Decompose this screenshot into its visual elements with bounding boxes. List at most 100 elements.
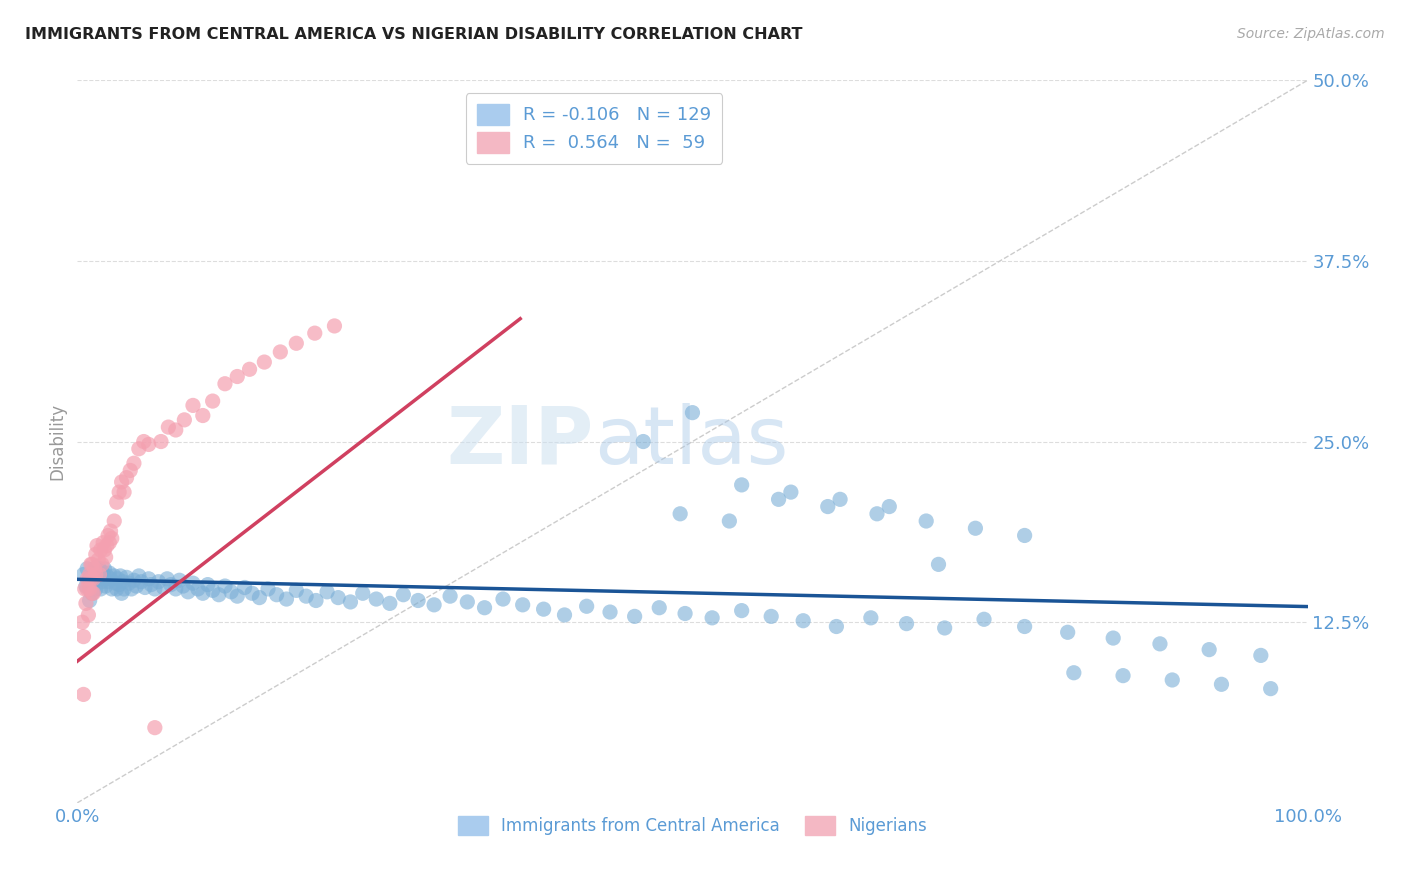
Point — [75, 579, 97, 593]
Point — [82, 558, 104, 572]
Point — [669, 507, 692, 521]
Point — [233, 581, 256, 595]
Point — [191, 409, 214, 423]
Point — [825, 619, 848, 633]
Point — [366, 592, 388, 607]
Point — [326, 591, 350, 605]
Point — [148, 574, 170, 589]
Point — [84, 567, 107, 582]
Point — [201, 394, 224, 409]
Point — [761, 609, 783, 624]
Point — [257, 582, 280, 596]
Point — [107, 572, 129, 586]
Point — [89, 562, 111, 576]
Point — [1161, 673, 1184, 687]
Point — [1112, 668, 1135, 682]
Point — [72, 567, 94, 582]
Point — [177, 584, 200, 599]
Point — [187, 582, 209, 596]
Point — [96, 539, 118, 553]
Point — [304, 326, 326, 340]
Point — [129, 574, 153, 589]
Point — [89, 572, 111, 586]
Point — [72, 630, 94, 644]
Point — [1211, 677, 1233, 691]
Point — [143, 721, 166, 735]
Point — [80, 558, 103, 572]
Point — [73, 582, 96, 596]
Point — [101, 582, 124, 596]
Point — [108, 485, 131, 500]
Point — [1056, 625, 1078, 640]
Point — [214, 376, 236, 391]
Point — [181, 398, 204, 412]
Legend: Immigrants from Central America, Nigerians: Immigrants from Central America, Nigeria… — [451, 809, 934, 841]
Point — [152, 581, 174, 595]
Point — [208, 588, 231, 602]
Point — [253, 355, 276, 369]
Point — [75, 596, 97, 610]
Point — [112, 582, 135, 596]
Point — [115, 470, 138, 484]
Point — [599, 605, 621, 619]
Point — [122, 456, 145, 470]
Point — [94, 579, 117, 593]
Point — [226, 589, 249, 603]
Point — [423, 598, 446, 612]
Point — [105, 582, 128, 596]
Point — [285, 583, 308, 598]
Point — [98, 566, 121, 580]
Point — [76, 582, 98, 596]
Point — [512, 598, 534, 612]
Point — [87, 570, 110, 584]
Point — [79, 582, 101, 596]
Point — [896, 616, 918, 631]
Point — [339, 595, 361, 609]
Point — [973, 612, 995, 626]
Point — [82, 572, 104, 586]
Point — [673, 607, 696, 621]
Point — [731, 478, 754, 492]
Point — [90, 574, 114, 589]
Point — [118, 576, 141, 591]
Text: Source: ZipAtlas.com: Source: ZipAtlas.com — [1237, 27, 1385, 41]
Point — [378, 596, 401, 610]
Point — [285, 336, 308, 351]
Point — [1014, 528, 1036, 542]
Point — [108, 577, 131, 591]
Point — [83, 562, 105, 576]
Point — [817, 500, 839, 514]
Point — [879, 500, 901, 514]
Point — [82, 586, 104, 600]
Point — [633, 434, 655, 449]
Point — [157, 420, 180, 434]
Point — [93, 572, 115, 586]
Point — [141, 577, 163, 591]
Point — [103, 569, 125, 583]
Point — [82, 586, 104, 600]
Point — [143, 582, 166, 596]
Point — [82, 576, 104, 591]
Point — [214, 579, 236, 593]
Point — [86, 539, 108, 553]
Point — [928, 558, 950, 572]
Point — [79, 593, 101, 607]
Point — [859, 611, 882, 625]
Point — [352, 586, 374, 600]
Point — [82, 567, 104, 582]
Point — [965, 521, 987, 535]
Point — [105, 495, 128, 509]
Point — [219, 584, 242, 599]
Point — [156, 572, 179, 586]
Point — [84, 582, 107, 596]
Point — [93, 562, 115, 576]
Point — [830, 492, 852, 507]
Point — [554, 607, 576, 622]
Point — [1198, 642, 1220, 657]
Point — [72, 687, 94, 701]
Point — [90, 582, 112, 596]
Point — [70, 615, 93, 630]
Point — [191, 586, 214, 600]
Point — [226, 369, 249, 384]
Point — [134, 581, 156, 595]
